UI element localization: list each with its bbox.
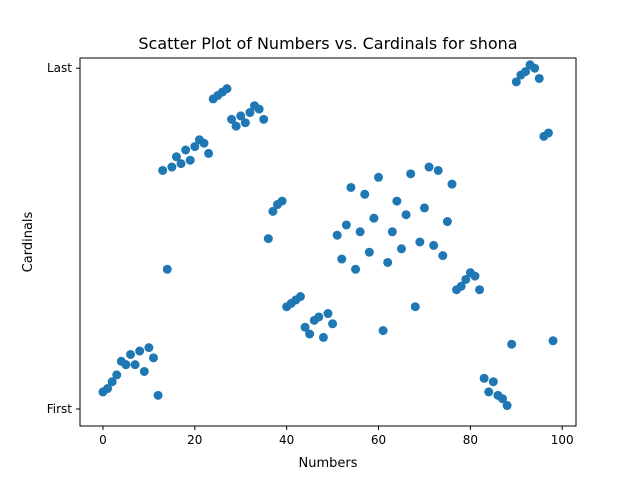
data-point-64 <box>392 196 402 206</box>
data-point-36 <box>263 234 273 244</box>
data-point-58 <box>364 247 374 257</box>
data-point-79 <box>461 274 471 284</box>
data-point-34 <box>254 104 264 114</box>
data-point-32 <box>245 108 255 118</box>
data-point-84 <box>484 387 494 397</box>
data-point-74 <box>438 251 448 261</box>
data-point-72 <box>429 240 439 250</box>
data-point-1 <box>103 384 113 394</box>
data-point-65 <box>396 244 406 254</box>
x-tick-label-4: 80 <box>463 433 478 447</box>
x-axis-ticks: 0 20 40 60 80 100 <box>99 426 574 447</box>
chart-title: Scatter Plot of Numbers vs. Cardinals fo… <box>138 34 517 53</box>
data-point-73 <box>433 165 443 175</box>
data-point-2 <box>107 377 117 387</box>
x-tick-label-3: 60 <box>371 433 386 447</box>
data-point-92 <box>520 67 530 77</box>
x-tick-label-1: 20 <box>187 433 202 447</box>
data-point-48 <box>318 332 328 342</box>
data-point-9 <box>139 366 149 376</box>
x-axis-label: Numbers <box>299 456 358 471</box>
data-point-49 <box>323 309 333 319</box>
data-point-30 <box>236 111 246 121</box>
data-point-53 <box>341 220 351 230</box>
data-point-94 <box>530 63 540 73</box>
data-point-8 <box>135 346 145 356</box>
data-point-83 <box>479 373 489 383</box>
plot-area-frame <box>79 57 577 427</box>
data-point-66 <box>401 210 411 220</box>
data-point-11 <box>148 353 158 363</box>
data-point-5 <box>121 360 131 370</box>
data-point-51 <box>332 230 342 240</box>
data-point-7 <box>130 360 140 370</box>
y-tick-label-1: Last <box>47 61 72 75</box>
data-point-81 <box>470 271 480 281</box>
data-point-70 <box>419 203 429 213</box>
data-point-88 <box>502 401 512 411</box>
data-point-17 <box>176 159 186 169</box>
y-tick-label-0: First <box>47 402 73 416</box>
data-point-61 <box>378 326 388 336</box>
x-tick-label-0: 0 <box>99 433 107 447</box>
data-point-62 <box>383 257 393 267</box>
data-point-56 <box>355 227 365 237</box>
data-point-63 <box>387 227 397 237</box>
data-point-16 <box>171 152 181 162</box>
data-point-76 <box>447 179 457 189</box>
data-point-55 <box>351 264 361 274</box>
y-axis-ticks: First Last <box>47 61 80 416</box>
data-point-85 <box>488 377 498 387</box>
data-point-98 <box>548 336 558 346</box>
data-point-90 <box>511 77 521 87</box>
data-point-29 <box>231 121 241 131</box>
data-point-44 <box>300 322 310 332</box>
data-point-20 <box>190 142 200 152</box>
data-point-19 <box>185 155 195 165</box>
data-point-68 <box>410 302 420 312</box>
data-point-35 <box>259 114 269 124</box>
data-point-52 <box>337 254 347 264</box>
data-point-82 <box>475 285 485 295</box>
data-point-54 <box>346 182 356 192</box>
y-axis-label: Cardinals <box>21 211 36 272</box>
data-point-69 <box>415 237 425 247</box>
data-point-60 <box>374 172 384 182</box>
data-point-28 <box>227 114 237 124</box>
data-points <box>98 60 558 411</box>
data-point-22 <box>199 138 209 148</box>
data-point-12 <box>153 390 163 400</box>
data-point-43 <box>295 292 305 302</box>
data-point-13 <box>158 165 168 175</box>
data-point-50 <box>328 319 338 329</box>
data-point-14 <box>162 264 172 274</box>
data-point-23 <box>204 148 214 158</box>
data-point-31 <box>240 118 250 128</box>
data-point-37 <box>268 206 278 216</box>
x-tick-label-2: 40 <box>279 433 294 447</box>
data-point-27 <box>222 84 232 94</box>
data-point-47 <box>314 312 324 322</box>
data-point-78 <box>456 281 466 291</box>
x-tick-label-5: 100 <box>551 433 574 447</box>
data-point-87 <box>498 394 508 404</box>
data-point-97 <box>543 128 553 138</box>
data-point-6 <box>126 349 136 359</box>
data-point-39 <box>277 196 287 206</box>
data-point-57 <box>360 189 370 199</box>
data-point-45 <box>305 329 315 339</box>
data-point-75 <box>442 217 452 227</box>
data-point-67 <box>406 169 416 179</box>
data-point-18 <box>181 145 191 155</box>
data-point-10 <box>144 343 154 353</box>
data-point-71 <box>424 162 434 172</box>
data-point-89 <box>507 339 517 349</box>
data-point-95 <box>534 73 544 83</box>
data-point-3 <box>112 370 122 380</box>
data-point-59 <box>369 213 379 223</box>
data-point-15 <box>167 162 177 172</box>
